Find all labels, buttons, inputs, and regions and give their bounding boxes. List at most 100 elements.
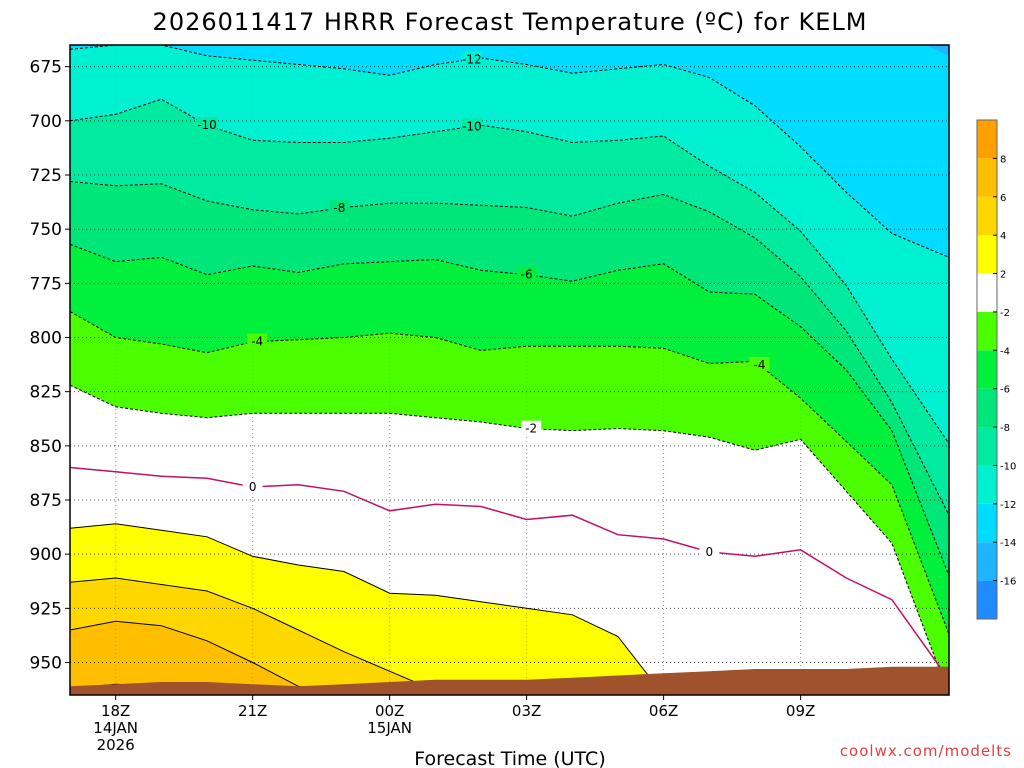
contour-label-bg: [749, 357, 770, 372]
y-tick-label: 950: [30, 654, 62, 674]
colorbar: -16 -14 -12 -10 -8 -6 -4 -2 2 4 6 8: [976, 119, 1016, 620]
colorbar-segment: [977, 120, 997, 159]
contour-label: -10: [461, 118, 482, 133]
contour-label: 0: [242, 479, 263, 494]
contour-label-text: -2: [525, 422, 537, 436]
contour-label: -2: [521, 420, 542, 436]
y-tick-label: 750: [30, 220, 62, 240]
contour-label-text: -12: [462, 52, 482, 66]
colorbar-segment: [977, 465, 997, 504]
colorbar-frame: [976, 119, 998, 620]
colorbar-label: 8: [1000, 154, 1006, 165]
contour-line--2: [70, 384, 949, 695]
ground-fill: [70, 666, 949, 695]
band-fill: [70, 621, 949, 695]
contour-label-text: -10: [462, 119, 482, 133]
band-fill: [70, 181, 949, 576]
grid-lines: [70, 45, 949, 695]
x-tick-label: 03Z: [512, 702, 541, 720]
y-tick-label: 825: [30, 383, 62, 403]
plot-frame: [69, 44, 950, 696]
contour-label-bg: [196, 117, 217, 132]
colorbar-label: -6: [1000, 385, 1010, 396]
colorbar-label: -16: [1000, 577, 1016, 588]
band-fill: [70, 99, 949, 516]
contour-label: 0: [699, 544, 720, 559]
y-tick-label: 800: [30, 329, 62, 349]
colorbar-label: -10: [1000, 461, 1016, 472]
x-tick-label: 00Z: [375, 702, 404, 720]
contour-line--6: [70, 243, 949, 576]
colorbar-label: -14: [1000, 538, 1016, 549]
temperature-fill-bands: [70, 45, 949, 695]
contour-label-bg: [461, 51, 482, 66]
x-tick-label: 09Z: [786, 702, 815, 720]
colorbar-label: -4: [1000, 346, 1010, 357]
colorbar-segment: [977, 273, 997, 312]
contour-line-4: [70, 577, 949, 695]
contour-label-text: -4: [754, 358, 766, 372]
contour-label-text: 0: [249, 480, 257, 494]
contour-label-text: -4: [251, 335, 263, 349]
band-fill: [901, 45, 949, 100]
contour-label-text: -10: [197, 118, 217, 132]
colorbar-label: -12: [1000, 500, 1016, 511]
chart-title: 2026011417 HRRR Forecast Temperature (ºC…: [153, 8, 868, 36]
x-tick-label: 18Z: [101, 702, 130, 720]
band-fill: [70, 244, 949, 635]
contour-label: -4: [749, 357, 770, 372]
y-tick-label: 850: [30, 437, 62, 457]
x-tick-label: 15JAN: [367, 719, 412, 737]
contour-line-2: [70, 523, 949, 695]
credit-link[interactable]: coolwx.com/modelts: [840, 742, 1012, 760]
x-tick-label: 21Z: [238, 702, 267, 720]
contour-label: -4: [247, 333, 268, 349]
contour-lines: [70, 45, 949, 695]
contour-line-0: [70, 466, 949, 681]
x-axis-label: Forecast Time (UTC): [414, 748, 605, 768]
band-fill: [70, 311, 949, 695]
contour-line--10: [70, 98, 949, 444]
ground-surface: [70, 666, 949, 695]
band-fill: [926, 45, 949, 56]
colorbar-label: 6: [1000, 193, 1006, 204]
colorbar-segment: [977, 350, 997, 389]
band-fill: [70, 467, 949, 695]
contour-label-bg: [521, 420, 542, 435]
x-tick-label: 2026: [97, 736, 135, 754]
contour-label: -12: [461, 51, 482, 66]
contour-label: -6: [516, 266, 537, 282]
x-tick-label: 06Z: [649, 702, 678, 720]
contour-line--12: [70, 45, 949, 258]
contour-label-bg: [516, 266, 537, 281]
y-tick-label: 775: [30, 274, 62, 294]
colorbar-segment: [977, 427, 997, 466]
y-tick-label: 925: [30, 599, 62, 619]
contour-label-bg: [247, 333, 268, 348]
y-tick-label: 725: [30, 166, 62, 186]
contour-labels: -12 -10 -10 -8 -6 -4 -4 -2 0 0: [196, 51, 770, 559]
colorbar-segment: [977, 542, 997, 581]
band-fill: [70, 385, 949, 695]
contour-label: -10: [196, 117, 217, 132]
band-fill: [70, 45, 949, 258]
band-fill: [70, 45, 949, 444]
contour-label-text: -8: [333, 201, 345, 215]
y-tick-label: 700: [30, 112, 62, 132]
contour-label: -8: [329, 200, 350, 215]
contour-line-6: [70, 620, 949, 695]
contour-label-text: -6: [521, 268, 533, 282]
colorbar-segment: [977, 158, 997, 197]
colorbar-segment: [977, 196, 997, 236]
colorbar-segment: [977, 503, 997, 543]
contour-label-bg: [461, 118, 482, 133]
contour-label-bg: [699, 544, 720, 558]
x-tick-label: 14JAN: [93, 719, 138, 737]
colorbar-segment: [977, 311, 997, 351]
colorbar-segment: [977, 235, 997, 274]
y-tick-label: 675: [30, 58, 62, 78]
colorbar-label: -8: [1000, 423, 1010, 434]
colorbar-segment: [977, 580, 997, 619]
